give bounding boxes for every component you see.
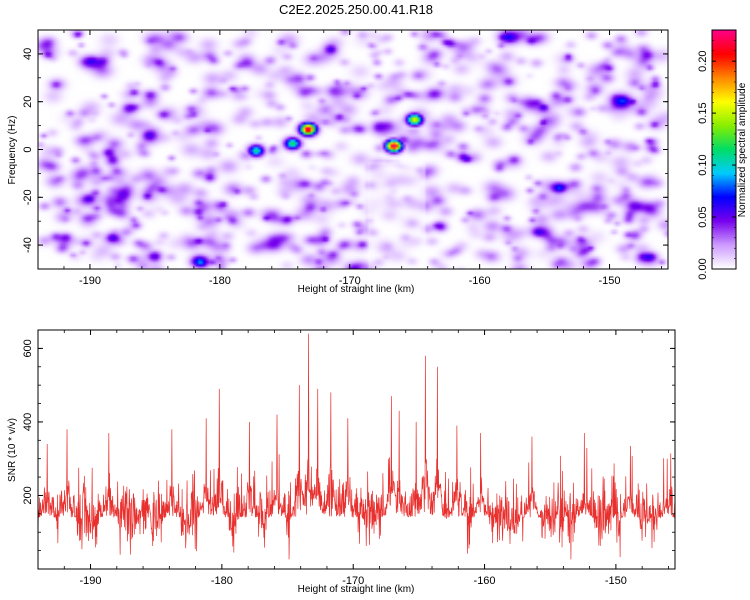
chart-title: C2E2.2025.250.00.41.R18: [279, 2, 433, 17]
snr-x-axis-label: Height of straight line (km): [298, 584, 415, 595]
spectrogram-y-tick-label: -20: [22, 189, 34, 205]
snr-x-tick-label: -160: [474, 575, 496, 587]
spectrogram-y-tick-label: 0: [22, 146, 34, 152]
snr-y-axis-label: SNR (10 * v/v): [7, 418, 18, 482]
colorbar-tick-label: 0.15: [697, 102, 709, 123]
snr-x-tick-label: -150: [605, 575, 627, 587]
colorbar-tick-label: 0.10: [697, 154, 709, 175]
colorbar-tick-label: 0.00: [697, 258, 709, 279]
snr-x-tick-label: -170: [342, 575, 364, 587]
spectrogram-x-ticks: -190 -180 -170 -160 -150: [37, 30, 662, 287]
spectrogram-heatmap: [38, 30, 668, 269]
spectrogram-y-tick-label: 40: [22, 48, 34, 60]
snr-series-line: [38, 333, 675, 560]
spectrogram-y-tick-label: 20: [22, 96, 34, 108]
snr-y-tick-label: 400: [22, 413, 34, 431]
snr-y-tick-label: 200: [22, 486, 34, 504]
spectrogram-y-axis-label: Frequency (Hz): [7, 116, 18, 185]
snr-x-tick-label: -190: [80, 575, 102, 587]
spectrogram-y-tick-label: -40: [22, 237, 34, 253]
spectrogram-x-tick-label: -190: [79, 275, 101, 287]
spectrogram-x-tick-label: -170: [339, 275, 361, 287]
snr-y-tick-label: 600: [22, 339, 34, 357]
colorbar-frame: [711, 29, 737, 270]
colorbar-tick-label: 0.20: [697, 50, 709, 71]
colorbar-ticks: 0.00 0.05 0.10 0.15 0.20: [697, 40, 736, 280]
spectrogram-y-ticks: -40 -20 0 20 40: [22, 29, 668, 270]
snr-y-ticks: 200 400 600: [22, 329, 675, 570]
spectrogram-x-tick-label: -160: [469, 275, 491, 287]
colorbar-label: Normalized spectral amplitude: [737, 82, 748, 217]
snr-x-tick-label: -180: [211, 575, 233, 587]
colorbar-gradient: [712, 30, 736, 269]
spectrogram-x-tick-label: -150: [599, 275, 621, 287]
snr-panel: -190 -180 -170 -160 -150 200 400 600 Height of…: [7, 329, 676, 595]
spectrogram-x-axis-label: Height of straight line (km): [298, 284, 415, 295]
spectrogram-panel: -190 -180 -170 -160 -150 -40 -20 0 20 40 Height …: [7, 29, 669, 295]
colorbar-tick-label: 0.05: [697, 206, 709, 227]
snr-frame: [37, 329, 676, 570]
snr-x-ticks: -190 -180 -170 -160 -150: [37, 330, 669, 587]
colorbar: 0.00 0.05 0.10 0.15 0.20 Normalized spectral…: [697, 29, 748, 280]
spectrogram-x-tick-label: -180: [209, 275, 231, 287]
